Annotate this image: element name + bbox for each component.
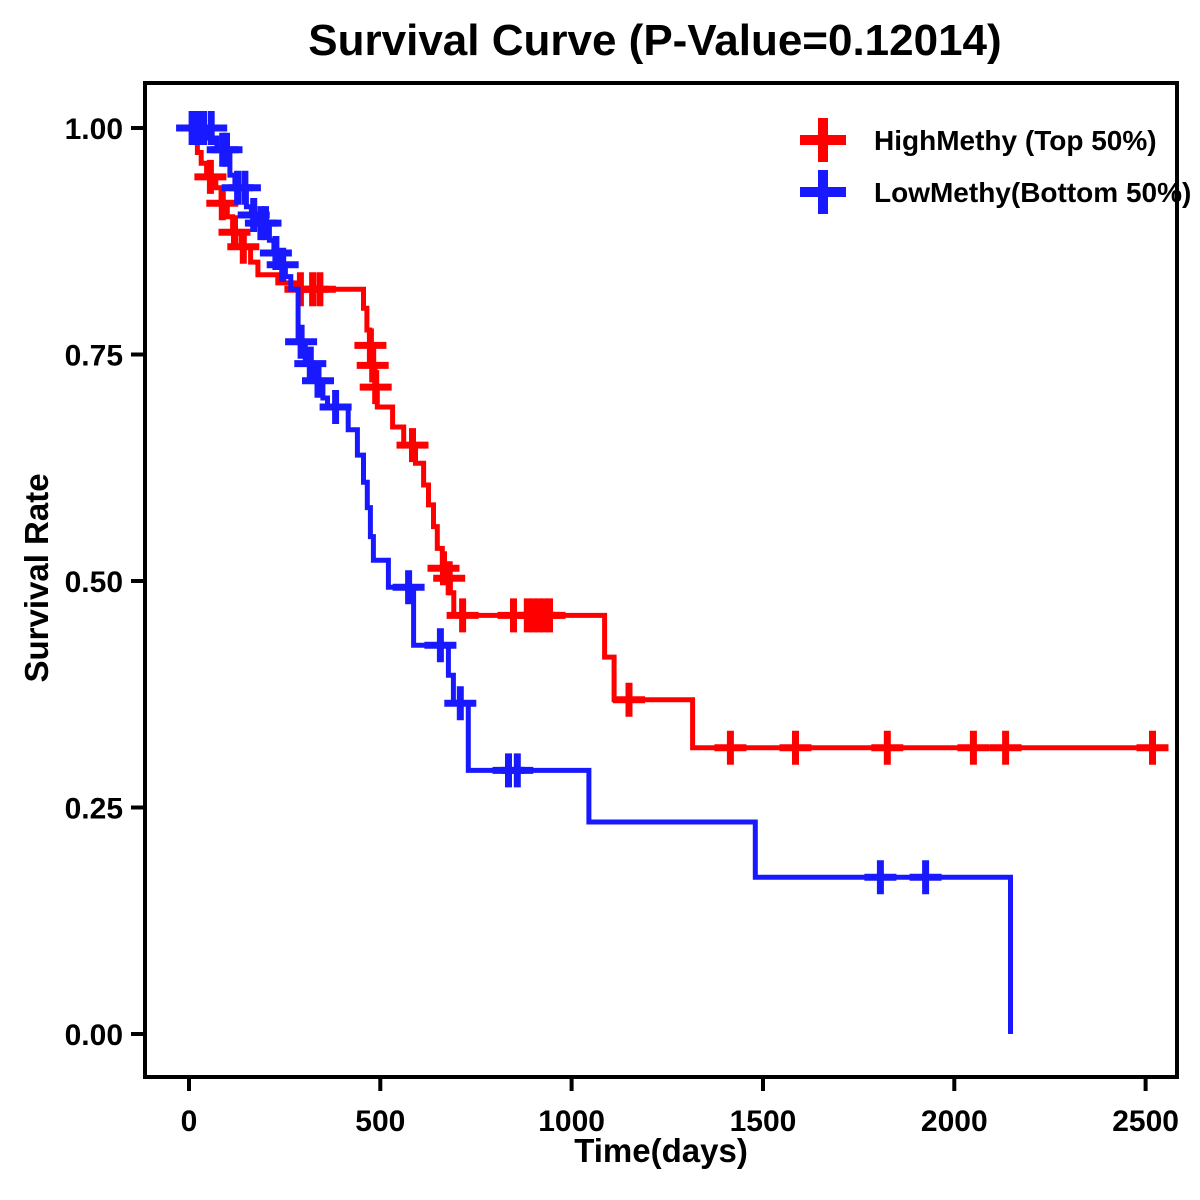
survival-curve-highmethy (189, 125, 1166, 751)
x-tick-label: 1500 (730, 1105, 797, 1138)
plus-marker-icon-highmethy (800, 118, 846, 162)
survival-curve-lowmethy (189, 125, 1013, 1034)
legend-item-lowmethy: LowMethy(Bottom 50%) (800, 170, 1191, 214)
legend-item-highmethy: HighMethy (Top 50%) (800, 118, 1157, 162)
x-tick-label: 500 (355, 1105, 405, 1138)
x-tick-label: 0 (181, 1105, 198, 1138)
chart-title: Survival Curve (P-Value=0.12014) (308, 16, 1001, 65)
censor-marks-lowmethy (176, 111, 942, 895)
y-axis-title: Survival Rate (18, 473, 55, 682)
plot-border (143, 81, 1179, 1079)
x-tick-label: 2500 (1112, 1105, 1179, 1138)
censor-marks-highmethy (194, 159, 1169, 765)
x-tick-label: 1000 (538, 1105, 605, 1138)
x-tick-label: 2000 (921, 1105, 988, 1138)
y-tick-label: 0.75 (65, 340, 123, 373)
y-tick-label: 0.25 (65, 793, 123, 826)
axes-layer: 0 500 1000 1500 2000 2500 1.00 0.75 0.50 0.25 0.00 (65, 113, 1179, 1138)
y-tick-label: 1.00 (65, 113, 123, 146)
survival-curves-layer (176, 111, 1169, 1034)
y-tick-label: 0.50 (65, 566, 123, 599)
plus-marker-icon-lowmethy (800, 170, 846, 214)
legend-label-lowmethy: LowMethy(Bottom 50%) (874, 177, 1191, 208)
y-tick-label: 0.00 (65, 1019, 123, 1052)
legend-label-highmethy: HighMethy (Top 50%) (874, 125, 1157, 156)
x-axis-title: Time(days) (574, 1132, 748, 1169)
legend: HighMethy (Top 50%) LowMethy(Bottom 50%) (800, 118, 1191, 214)
